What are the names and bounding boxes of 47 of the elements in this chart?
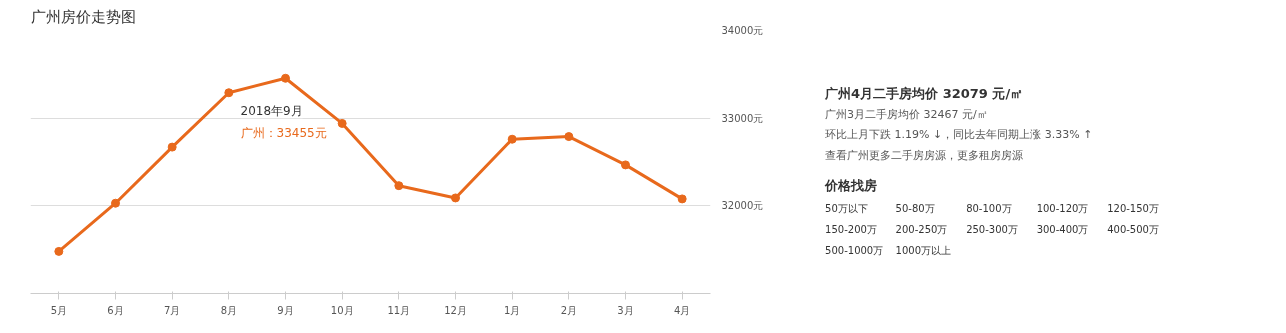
- x-tick-label: 6月: [107, 304, 124, 316]
- x-tick-label: 11月: [387, 304, 411, 316]
- text: 价格找房: [824, 177, 878, 193]
- text: 80-100万: [966, 202, 1012, 214]
- x-tick-label: 12月: [444, 304, 467, 316]
- point: [167, 142, 177, 152]
- text: 广州3月二手房均价 32467 元/㎡: [825, 107, 988, 121]
- point: [281, 73, 290, 83]
- text: 250-300万: [966, 224, 1018, 236]
- x-tick-label: 8月: [220, 304, 238, 316]
- point: [337, 118, 347, 128]
- point: [677, 194, 687, 204]
- text: 150-200万: [825, 224, 877, 236]
- annotation: 广州：33455元: [240, 126, 327, 141]
- point: [564, 132, 574, 142]
- text: 50-80万: [895, 202, 935, 214]
- point: [451, 193, 460, 203]
- x-tick-label: 10月: [330, 304, 354, 316]
- point: [224, 88, 234, 98]
- y-tick-label: 33000元: [721, 112, 764, 124]
- text: 100-120万: [1036, 202, 1089, 214]
- text: 200-250万: [895, 224, 948, 236]
- text: 300-400万: [1036, 224, 1089, 236]
- x-tick-label: 7月: [163, 304, 181, 316]
- point: [621, 160, 630, 170]
- y-tick-label: 34000元: [721, 25, 764, 36]
- text: 1000万以上: [895, 245, 952, 257]
- x-tick-label: 5月: [50, 304, 68, 316]
- text: 查看广州更多二手房房源，更多租房房源: [825, 148, 1024, 162]
- x-tick-label: 1月: [503, 304, 521, 316]
- chart-title: 广州房价走势图: [30, 7, 136, 26]
- point: [394, 181, 404, 191]
- annotation: 2018年9月: [240, 104, 303, 119]
- text: 120-150万: [1107, 202, 1159, 214]
- y-tick-label: 32000元: [721, 200, 764, 212]
- point: [507, 134, 517, 144]
- x-tick-label: 2月: [560, 304, 578, 316]
- text: 50万以下: [825, 202, 868, 214]
- text: 环比上月下跌 1.19% ↓，同比去年同期上涨 3.33% ↑: [825, 128, 1093, 142]
- text: 400-500万: [1107, 224, 1159, 236]
- x-tick-label: 3月: [617, 304, 634, 316]
- x-tick-label: 4月: [673, 304, 691, 316]
- point: [111, 198, 120, 208]
- text: 广州4月二手房均价 32079 元/㎡: [824, 86, 1024, 102]
- x-tick-label: 9月: [277, 304, 294, 316]
- text: 500-1000万: [825, 245, 884, 257]
- point: [54, 246, 64, 256]
